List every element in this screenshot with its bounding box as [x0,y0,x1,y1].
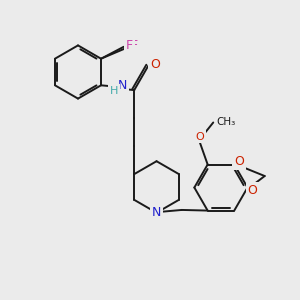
Text: F: F [131,39,138,52]
Text: N: N [118,79,127,92]
Text: O: O [248,184,257,197]
Text: O: O [234,155,244,168]
Text: O: O [196,132,205,142]
Text: CH₃: CH₃ [216,116,236,127]
Text: O: O [150,58,160,71]
Text: F: F [126,39,133,52]
Text: N: N [152,206,161,219]
Text: H: H [110,86,118,96]
